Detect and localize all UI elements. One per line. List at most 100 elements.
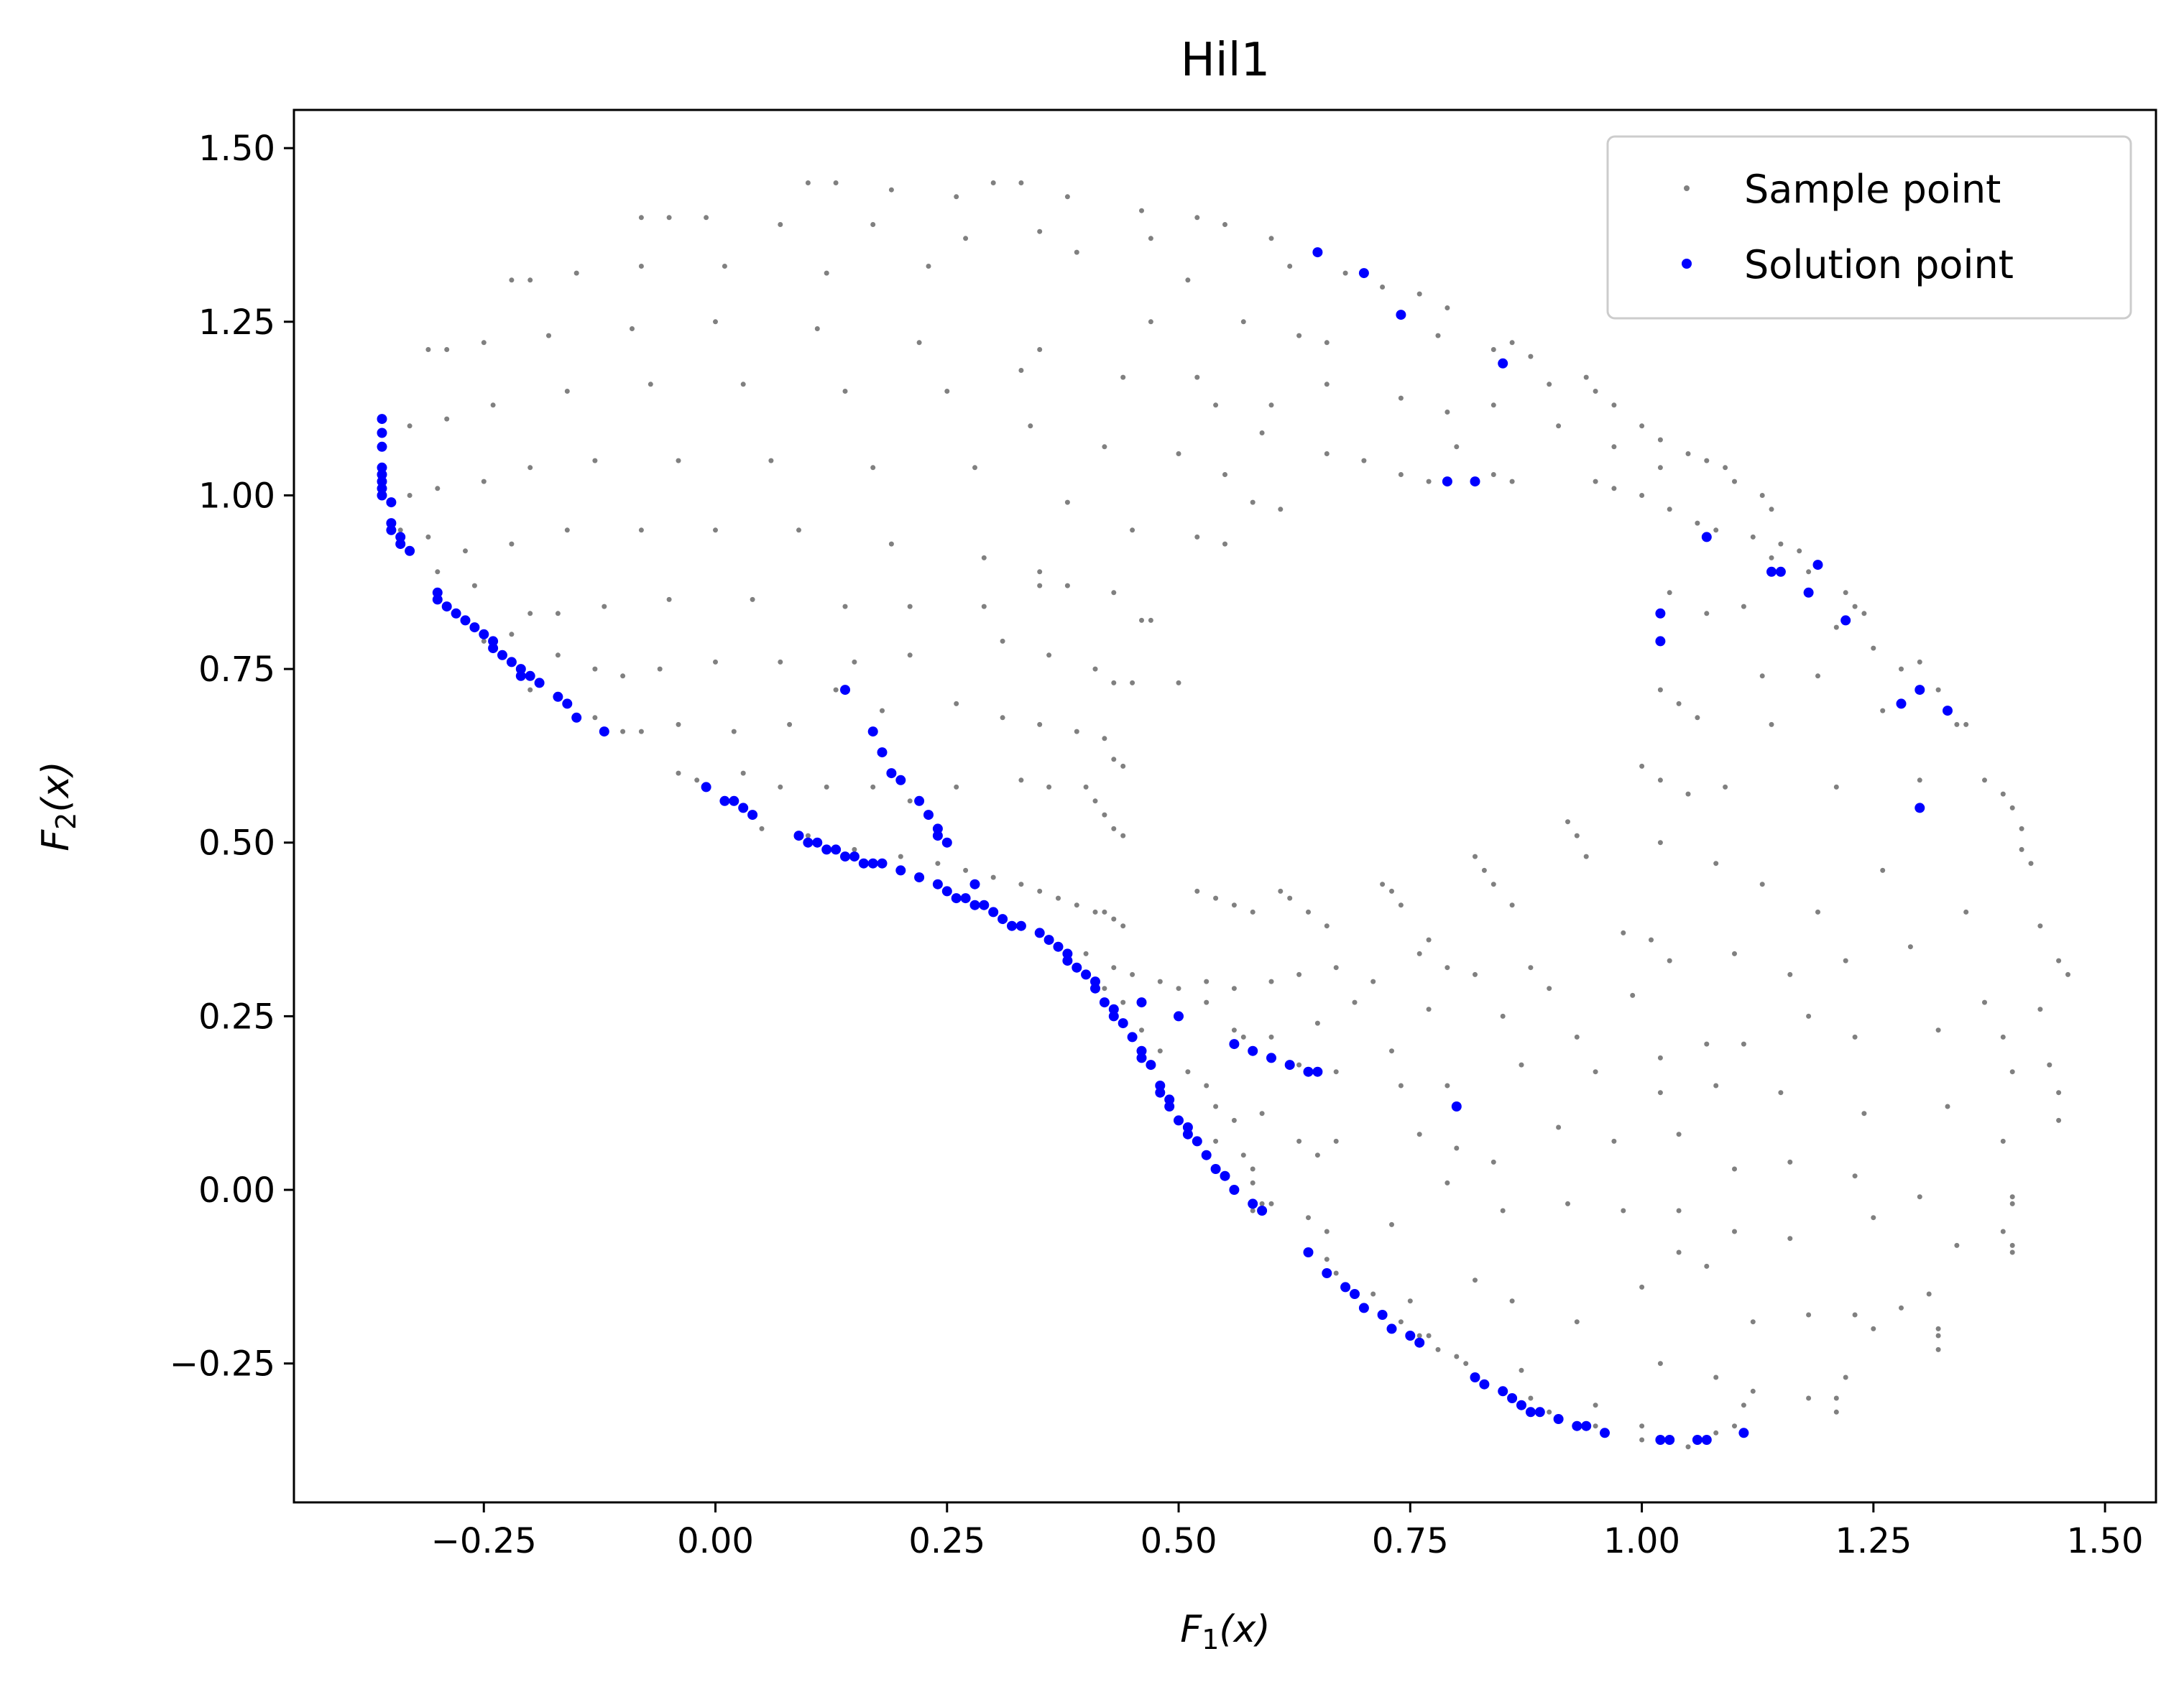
sample-point bbox=[564, 389, 570, 394]
sample-point bbox=[1509, 479, 1515, 484]
sample-point bbox=[1945, 1104, 1950, 1109]
sample-point bbox=[1871, 1215, 1876, 1221]
solution-point bbox=[969, 900, 980, 910]
sample-point bbox=[1046, 784, 1052, 790]
sample-point bbox=[1287, 895, 1293, 901]
solution-point bbox=[997, 914, 1008, 925]
sample-point bbox=[1611, 444, 1617, 450]
solution-point bbox=[1284, 1060, 1295, 1071]
legend-label-solution: Solution point bbox=[1744, 242, 2014, 287]
sample-point bbox=[1194, 534, 1200, 540]
sample-point bbox=[397, 527, 403, 533]
sample-point bbox=[1852, 1312, 1858, 1318]
sample-point bbox=[602, 604, 607, 609]
solution-point bbox=[1350, 1289, 1360, 1299]
sample-point bbox=[1778, 1090, 1784, 1096]
sample-point bbox=[1185, 277, 1191, 283]
sample-point bbox=[1445, 1180, 1450, 1186]
sample-point bbox=[842, 389, 848, 394]
solution-point bbox=[914, 872, 925, 883]
sample-point bbox=[1398, 1083, 1404, 1089]
solution-point bbox=[1915, 803, 1925, 813]
sample-point bbox=[1759, 673, 1765, 679]
solution-point bbox=[1812, 560, 1823, 570]
sample-point bbox=[1806, 1312, 1812, 1318]
sample-point bbox=[666, 596, 672, 602]
solution-point bbox=[1553, 1414, 1564, 1424]
sample-point bbox=[1833, 624, 1839, 630]
sample-point bbox=[527, 465, 533, 471]
sample-point bbox=[1695, 715, 1700, 721]
sample-point bbox=[1723, 784, 1728, 790]
sample-point bbox=[1528, 965, 1534, 971]
sample-point bbox=[1018, 368, 1024, 373]
sample-point bbox=[2065, 971, 2070, 977]
plot-area-frame bbox=[292, 108, 2157, 1504]
sample-point bbox=[1907, 944, 1913, 950]
sample-point bbox=[592, 715, 598, 721]
sample-point bbox=[638, 215, 644, 221]
sample-point bbox=[2000, 1034, 2006, 1040]
sample-point bbox=[1547, 1409, 1552, 1415]
series-sample bbox=[397, 180, 2070, 1450]
solution-point bbox=[1525, 1407, 1536, 1418]
solution-point bbox=[738, 803, 749, 813]
sample-point bbox=[1639, 763, 1645, 769]
sample-point bbox=[1685, 451, 1691, 456]
sample-point bbox=[1769, 507, 1774, 512]
y-tick-label: 1.25 bbox=[198, 302, 275, 343]
sample-point bbox=[907, 798, 913, 804]
sample-point bbox=[620, 729, 626, 734]
sample-point bbox=[1018, 180, 1024, 185]
sample-point bbox=[1102, 812, 1107, 818]
sample-point bbox=[1490, 1159, 1496, 1165]
sample-point bbox=[1352, 999, 1358, 1005]
sample-point bbox=[1370, 979, 1376, 984]
sample-point bbox=[1204, 979, 1210, 984]
sample-point bbox=[880, 708, 885, 713]
sample-point bbox=[1314, 1020, 1320, 1026]
solution-point bbox=[432, 587, 443, 598]
sample-point bbox=[1547, 382, 1552, 387]
solution-point bbox=[1136, 1053, 1147, 1063]
solution-point bbox=[1915, 685, 1925, 696]
solution-point bbox=[803, 837, 814, 848]
sample-point bbox=[2000, 1138, 2006, 1144]
solution-point bbox=[488, 643, 499, 654]
sample-point bbox=[1037, 888, 1043, 894]
sample-point bbox=[1120, 763, 1126, 769]
solution-point bbox=[941, 837, 952, 848]
solution-point bbox=[1581, 1420, 1592, 1431]
y-tick-label: −0.25 bbox=[170, 1344, 275, 1385]
sample-point bbox=[1324, 382, 1330, 387]
sample-point bbox=[1750, 534, 1756, 540]
solution-point bbox=[1405, 1331, 1416, 1341]
sample-point bbox=[1509, 340, 1515, 346]
sample-point bbox=[1593, 1403, 1598, 1408]
sample-point bbox=[1018, 882, 1024, 887]
sample-point bbox=[1982, 777, 1987, 783]
sample-point bbox=[870, 222, 876, 227]
sample-point bbox=[907, 604, 913, 609]
sample-point bbox=[1657, 465, 1663, 471]
sample-point bbox=[1556, 1124, 1562, 1130]
solution-point bbox=[1600, 1428, 1610, 1438]
sample-point bbox=[1500, 1013, 1506, 1019]
sample-point bbox=[1092, 666, 1098, 672]
solution-point bbox=[395, 539, 406, 550]
sample-point bbox=[1111, 826, 1117, 831]
solution-point bbox=[1266, 1053, 1276, 1063]
sample-point bbox=[676, 770, 681, 776]
sample-point bbox=[444, 347, 450, 352]
solution-point bbox=[1090, 983, 1100, 994]
sample-point bbox=[1935, 1326, 1941, 1331]
solution-point bbox=[1470, 1372, 1480, 1382]
solution-point bbox=[1182, 1122, 1193, 1132]
sample-point bbox=[1935, 1027, 1941, 1033]
sample-point bbox=[1056, 895, 1061, 901]
sample-point bbox=[1871, 1326, 1876, 1331]
solution-point bbox=[1479, 1379, 1490, 1390]
solution-point bbox=[1201, 1150, 1212, 1160]
solution-point bbox=[1118, 1018, 1128, 1029]
sample-point bbox=[1547, 986, 1552, 992]
